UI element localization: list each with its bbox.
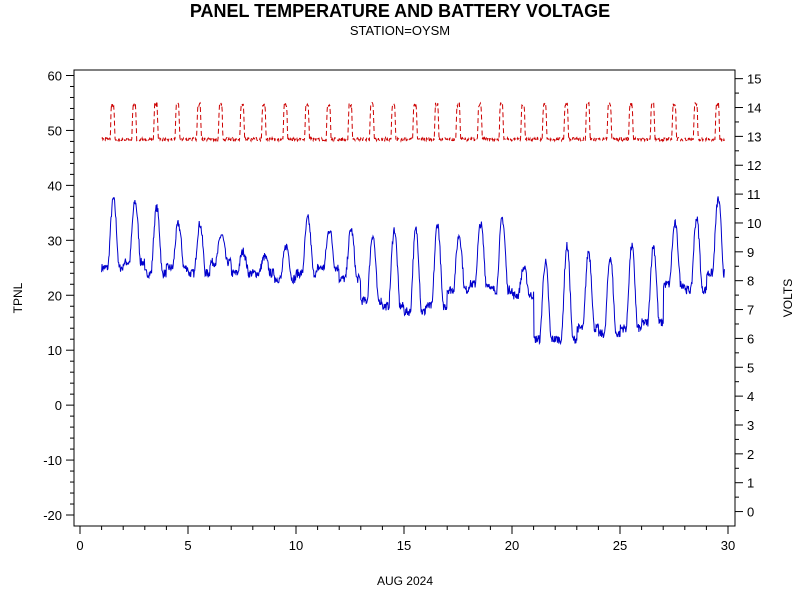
- y-left-tick-label: 0: [55, 398, 62, 413]
- y-axis-left: -20 -10 0 10 20 30 40 50 60: [43, 68, 74, 523]
- y-left-tick-label: -10: [43, 453, 62, 468]
- x-tick-label: 5: [184, 538, 191, 553]
- y-right-tick-label: 7: [747, 303, 754, 318]
- x-tick-label: 30: [721, 538, 735, 553]
- y-right-tick-label: 4: [747, 389, 754, 404]
- y-left-tick-label: 30: [48, 233, 62, 248]
- y-right-tick-label: 12: [747, 158, 761, 173]
- y-left-tick-label: 60: [48, 68, 62, 83]
- y-left-tick-label: 50: [48, 123, 62, 138]
- y-left-tick-label: 40: [48, 178, 62, 193]
- y-right-tick-label: 5: [747, 360, 754, 375]
- chart-subtitle: STATION=OYSM: [350, 23, 450, 38]
- y-right-tick-label: 11: [747, 187, 761, 202]
- x-tick-label: 10: [289, 538, 303, 553]
- y-right-tick-label: 6: [747, 331, 754, 346]
- x-tick-label: 15: [397, 538, 411, 553]
- y-right-tick-label: 9: [747, 245, 754, 260]
- y-right-tick-label: 15: [747, 72, 761, 87]
- y-left-tick-label: 20: [48, 288, 62, 303]
- series-line-tpnl: [101, 196, 725, 346]
- y-right-tick-label: 1: [747, 476, 754, 491]
- y-right-tick-label: 2: [747, 447, 754, 462]
- y-right-tick-label: 8: [747, 274, 754, 289]
- y-right-tick-label: 0: [747, 505, 754, 520]
- x-axis-label: AUG 2024: [377, 574, 433, 588]
- y-right-tick-label: 3: [747, 418, 754, 433]
- x-tick-label: 0: [76, 538, 83, 553]
- x-tick-label: 20: [505, 538, 519, 553]
- y-right-tick-label: 14: [747, 101, 761, 116]
- series-line-volts: [101, 100, 725, 143]
- y-axis-left-label: TPNL: [11, 282, 25, 313]
- y-left-tick-label: 10: [48, 343, 62, 358]
- y-axis-right-label: VOLTS: [781, 279, 795, 317]
- y-left-tick-label: -20: [43, 508, 62, 523]
- x-axis: 0 5 10 15 20 25 30: [76, 526, 735, 553]
- y-right-tick-label: 13: [747, 129, 761, 144]
- y-right-tick-label: 10: [747, 216, 761, 231]
- x-tick-label: 25: [613, 538, 627, 553]
- chart-title: PANEL TEMPERATURE AND BATTERY VOLTAGE: [190, 1, 610, 21]
